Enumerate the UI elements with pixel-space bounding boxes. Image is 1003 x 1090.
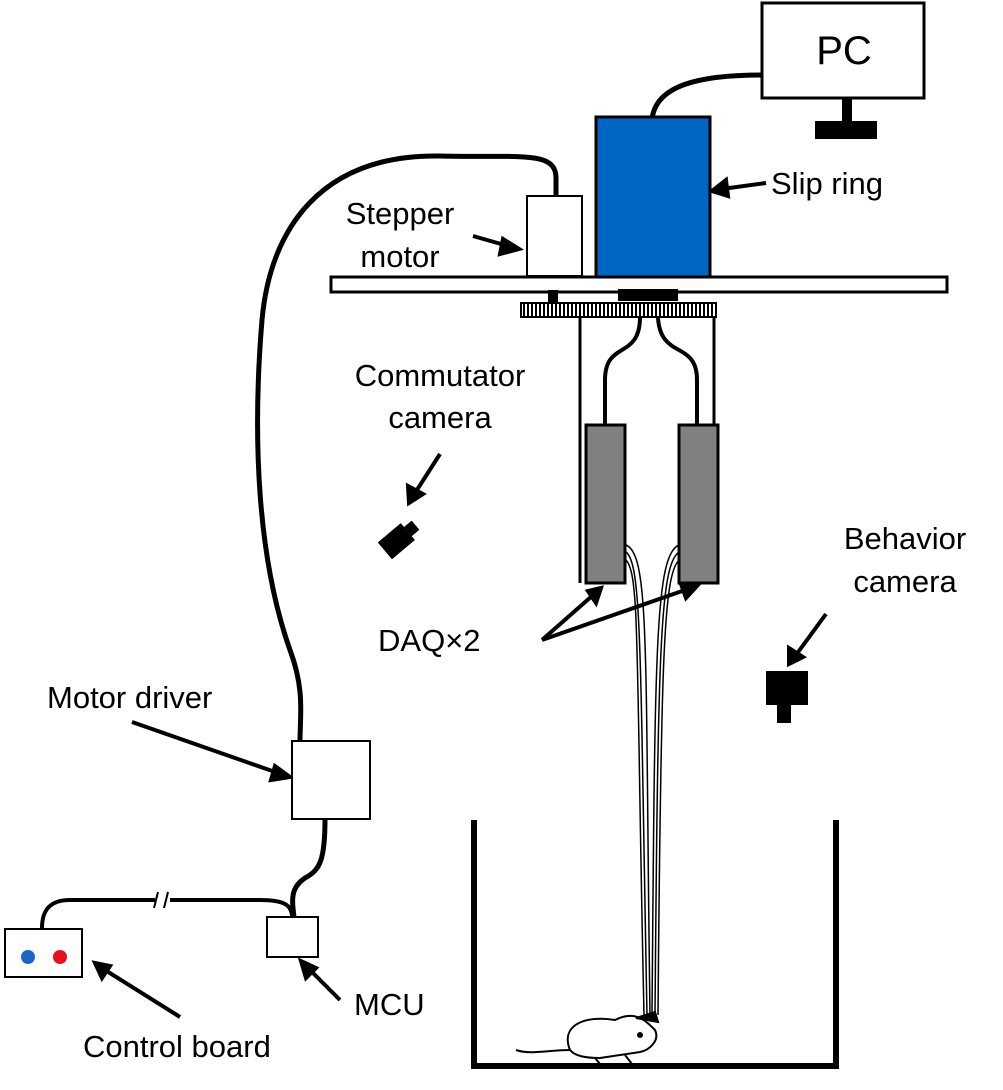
behavior-camera-label-1: Behavior <box>843 521 967 556</box>
daq-left <box>584 423 627 585</box>
mcu-board-cable <box>40 898 294 929</box>
slip-ring-shaft <box>618 289 678 301</box>
motor-driver-label: Motor driver <box>47 680 213 715</box>
driver-mcu-cable <box>290 818 328 918</box>
gear-plate <box>520 302 717 318</box>
commutator-camera-icon <box>377 520 420 560</box>
stepper-shaft <box>548 290 558 304</box>
control-board <box>4 928 83 978</box>
behavior-camera-icon <box>766 671 808 723</box>
commutator-camera-label-1: Commutator <box>354 358 526 393</box>
mcu <box>266 916 319 958</box>
cable-break-1 <box>153 891 159 909</box>
stepper-cable <box>255 153 559 743</box>
commutator-camera-label-2: camera <box>388 400 492 435</box>
slip-ring-label: Slip ring <box>771 166 883 201</box>
mcu-label: MCU <box>354 987 425 1022</box>
pc-monitor <box>760 1 926 139</box>
behavior-camera-label-2: camera <box>853 564 957 599</box>
stepper-motor <box>526 195 583 277</box>
control-board-button-blue <box>21 950 35 964</box>
cable-break-2 <box>163 891 169 909</box>
control-board-label: Control board <box>83 1029 271 1064</box>
arrows <box>91 176 828 1019</box>
stepper-motor-label-2: motor <box>360 239 440 274</box>
pc-label: PC <box>816 29 872 73</box>
daq-right <box>677 423 720 585</box>
daq-label: DAQ×2 <box>378 623 481 658</box>
control-board-button-red <box>53 950 67 964</box>
arena <box>471 820 839 1069</box>
pc-cable <box>649 72 763 121</box>
stepper-motor-label-1: Stepper <box>345 196 455 231</box>
motor-driver <box>291 740 371 820</box>
slip-ring <box>594 115 712 279</box>
mouse-icon <box>515 1010 660 1065</box>
tether-cables <box>625 544 680 1016</box>
commutator-inner-cables <box>603 316 699 425</box>
